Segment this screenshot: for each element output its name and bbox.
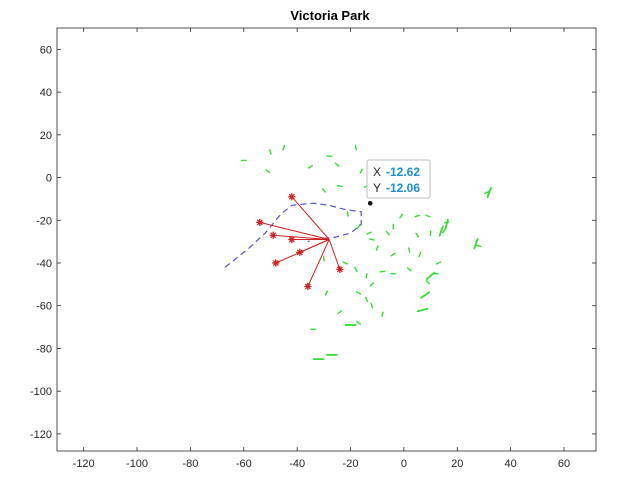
landmark-point xyxy=(369,282,375,287)
rays-layer xyxy=(259,196,341,287)
landmark-point xyxy=(364,296,369,303)
y-tick-label: -80 xyxy=(36,343,52,355)
landmark-point xyxy=(370,302,374,309)
landmark-point xyxy=(365,272,368,279)
landmark-point xyxy=(322,255,325,262)
observed-landmark-marker xyxy=(288,193,296,201)
landmark-point xyxy=(418,251,422,258)
landmark-bar xyxy=(486,186,492,199)
landmark-point xyxy=(366,231,372,235)
landmark-point xyxy=(355,291,362,295)
observed-landmark-marker xyxy=(296,248,304,256)
landmark-point xyxy=(321,188,327,193)
observation-ray xyxy=(328,239,341,270)
x-tick-label: 40 xyxy=(504,458,516,470)
observation-ray xyxy=(275,239,330,264)
landmark-point xyxy=(336,185,343,188)
landmark-bar xyxy=(444,218,449,231)
landmark-point xyxy=(265,169,271,174)
landmark-point xyxy=(399,213,404,219)
landmark-point xyxy=(369,238,375,241)
landmark-point xyxy=(282,144,286,151)
observed-landmark-marker xyxy=(269,231,277,239)
landmark-point xyxy=(406,267,412,272)
datatip[interactable]: X -12.62 Y -12.06 xyxy=(366,159,431,199)
landmark-point xyxy=(307,164,314,169)
landmark-bar xyxy=(416,307,429,313)
x-tick-label: -60 xyxy=(236,458,252,470)
landmark-point xyxy=(342,261,348,265)
landmark-bar xyxy=(425,271,436,280)
y-tick-label: -100 xyxy=(30,386,52,398)
landmark-point xyxy=(269,149,272,155)
landmark-point xyxy=(475,244,482,248)
observation-ray xyxy=(259,221,330,240)
x-tick-label: -80 xyxy=(182,458,198,470)
landmark-point xyxy=(385,230,390,236)
observed-landmark-marker xyxy=(304,282,312,291)
observed-landmark-marker xyxy=(256,218,264,227)
landmark-point xyxy=(425,279,431,285)
landmark-point xyxy=(390,252,396,257)
landmark-point xyxy=(334,162,340,167)
landmark-point xyxy=(375,245,379,251)
observed-landmark-marker xyxy=(336,265,344,274)
y-tick-label: -120 xyxy=(30,429,52,441)
landmark-point xyxy=(415,232,420,238)
y-tick-label: -40 xyxy=(36,258,52,270)
landmark-point xyxy=(356,224,361,230)
x-tick-label: 60 xyxy=(558,458,570,470)
observed-landmarks-layer xyxy=(256,193,344,291)
observed-landmark-marker xyxy=(288,235,296,244)
datatip-x-label: X xyxy=(373,165,381,179)
landmark-point xyxy=(359,168,363,174)
observation-ray xyxy=(307,239,330,287)
y-tick-label: 0 xyxy=(46,173,52,185)
x-tick-label: 0 xyxy=(401,458,407,470)
landmark-point xyxy=(379,270,386,273)
datatip-y-value: -12.06 xyxy=(386,181,420,195)
observation-ray xyxy=(291,196,330,240)
landmark-point xyxy=(483,190,490,195)
landmark-bar xyxy=(420,291,431,299)
datatip-box xyxy=(366,159,431,199)
x-tick-label: -40 xyxy=(289,458,305,470)
landmark-point xyxy=(356,320,362,325)
landmark-point xyxy=(354,144,357,151)
landmark-point xyxy=(337,310,343,315)
landmark-point xyxy=(408,247,411,254)
landmark-point xyxy=(381,311,384,318)
landmark-bar xyxy=(473,238,479,250)
y-tick-label: -60 xyxy=(36,301,52,313)
y-tick-label: 40 xyxy=(40,87,52,99)
x-tick-label: 20 xyxy=(451,458,463,470)
axes-layer: -120 -100 -80 -60 -40 -20 0 20 40 60 60 40 20 0 -20 -40… xyxy=(30,27,597,470)
x-tick-label: -100 xyxy=(126,458,148,470)
landmark-point xyxy=(324,290,329,296)
landmark-bar xyxy=(438,225,444,237)
y-tick-label: 20 xyxy=(40,130,52,142)
datatip-y-label: Y xyxy=(373,181,381,195)
observed-landmark-marker xyxy=(272,259,280,267)
axes-box xyxy=(56,27,597,452)
y-tick-label: -20 xyxy=(36,215,52,227)
landmark-point xyxy=(414,214,421,218)
landmark-point xyxy=(435,261,442,265)
datatip-x-value: -12.62 xyxy=(386,165,420,179)
x-tick-label: -20 xyxy=(343,458,359,470)
observation-ray xyxy=(273,234,330,240)
current-position-marker xyxy=(367,201,373,206)
chart-title: Victoria Park xyxy=(290,8,370,23)
landmark-point xyxy=(354,266,358,273)
x-tick-label: -120 xyxy=(73,458,95,470)
y-tick-label: 60 xyxy=(40,44,52,56)
landmark-point xyxy=(425,214,431,218)
